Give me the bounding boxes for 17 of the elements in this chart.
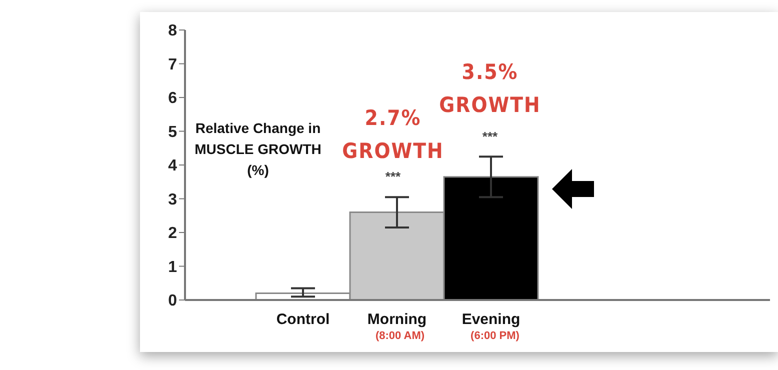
- y-tick-label: 7: [168, 56, 178, 74]
- y-tick-label: 1: [168, 258, 178, 276]
- text: (8:00 AM): [374, 329, 426, 343]
- x-tick-label: Morning: [367, 311, 427, 328]
- text: (6:00 PM): [470, 329, 520, 343]
- y-tick-label: 3: [168, 191, 178, 208]
- x-tick-label: Evening: [462, 311, 520, 328]
- y-axis-title: Relative Change in MUSCLE GROWTH (%): [194, 120, 322, 178]
- annotation: ***: [384, 169, 402, 185]
- y-tick-label: 0: [168, 292, 178, 310]
- y-tick-label: 5: [168, 124, 178, 141]
- x-tick-label: Control: [276, 311, 330, 328]
- annotation: ***: [482, 129, 498, 144]
- y-tick-label: 2: [168, 225, 178, 242]
- y-tick-label: 8: [168, 22, 178, 40]
- y-tick-label: 4: [168, 158, 178, 175]
- y-tick-label: 6: [168, 90, 178, 108]
